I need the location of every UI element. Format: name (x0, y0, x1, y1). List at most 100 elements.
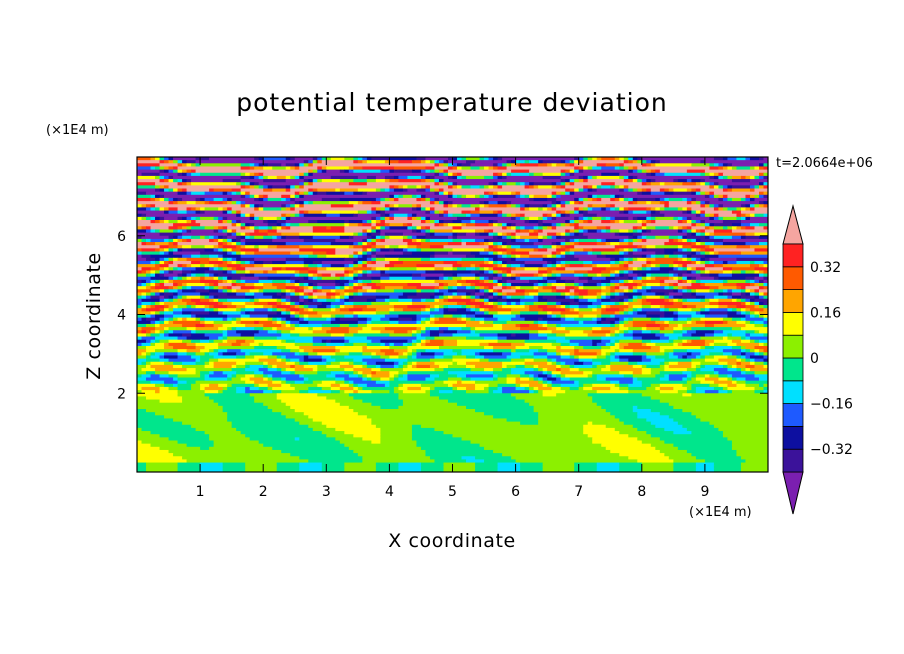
heatmap-cell (321, 323, 341, 328)
heatmap-cell (727, 185, 733, 190)
heatmap-cell (407, 213, 413, 218)
heatmap-cell (682, 383, 692, 388)
heatmap-cell (137, 386, 143, 391)
heatmap-cell (668, 308, 679, 312)
heatmap-cell (137, 251, 143, 256)
heatmap-cell (722, 434, 768, 438)
heatmap-cell (457, 352, 463, 357)
heatmap-cell (245, 311, 251, 316)
heatmap-cell (497, 301, 503, 306)
heatmap-cell (691, 386, 697, 391)
heatmap-cell (592, 308, 598, 312)
heatmap-cell (709, 298, 720, 303)
heatmap-cell (164, 220, 170, 224)
heatmap-cell (389, 380, 436, 385)
heatmap-cell (420, 333, 431, 338)
heatmap-cell (749, 204, 756, 208)
heatmap-cell (146, 396, 183, 401)
heatmap-cell (745, 286, 760, 290)
heatmap-cell (137, 446, 161, 451)
heatmap-cell (511, 257, 517, 262)
heatmap-cell (209, 254, 219, 259)
heatmap-cell (267, 194, 282, 199)
heatmap-cell (574, 223, 580, 227)
heatmap-cell (583, 229, 589, 234)
heatmap-cell (493, 273, 499, 278)
heatmap-cell (200, 197, 206, 202)
heatmap-cell (623, 251, 629, 256)
heatmap-cell (303, 194, 390, 199)
heatmap-cell (281, 355, 287, 360)
heatmap-cell (659, 201, 665, 205)
heatmap-cell (195, 342, 219, 347)
heatmap-cell (299, 286, 305, 290)
heatmap-cell (236, 210, 242, 215)
heatmap-cell (285, 216, 291, 221)
heatmap-cell (605, 377, 634, 382)
heatmap-cell (632, 197, 638, 202)
heatmap-cell (308, 191, 314, 196)
heatmap-cell (713, 380, 733, 385)
heatmap-cell (290, 251, 314, 256)
heatmap-cell (240, 172, 246, 177)
heatmap-cell (137, 179, 161, 183)
heatmap-cell (538, 232, 548, 237)
heatmap-cell (236, 364, 246, 369)
heatmap-cell (339, 390, 345, 394)
heatmap-cell (240, 349, 282, 353)
heatmap-cell (164, 295, 170, 300)
heatmap-cell (763, 157, 768, 161)
heatmap-cell (457, 157, 463, 161)
heatmap-cell (619, 301, 625, 306)
heatmap-cell (524, 260, 548, 265)
heatmap-cell (141, 283, 147, 287)
heatmap-cell (592, 264, 598, 268)
heatmap-cell (267, 374, 273, 379)
heatmap-cell (497, 273, 503, 278)
heatmap-cell (583, 427, 616, 432)
heatmap-cell (713, 368, 729, 372)
heatmap-cell (254, 229, 260, 234)
heatmap-cell (285, 267, 309, 271)
heatmap-cell (200, 216, 215, 221)
heatmap-cell (425, 216, 431, 221)
heatmap-cell (668, 188, 674, 193)
heatmap-cell (231, 201, 237, 205)
heatmap-cell (484, 175, 494, 180)
heatmap-cell (610, 204, 616, 208)
heatmap-cell (655, 342, 674, 347)
heatmap-cell (236, 371, 255, 375)
heatmap-cell (137, 412, 156, 416)
heatmap-cell (209, 336, 219, 341)
heatmap-cell (209, 434, 246, 438)
heatmap-cell (434, 320, 467, 325)
heatmap-cell (452, 333, 481, 338)
heatmap-cell (650, 267, 661, 271)
heatmap-cell (506, 213, 512, 218)
heatmap-cell (344, 380, 350, 385)
heatmap-cell (682, 301, 710, 306)
heatmap-cell (601, 317, 607, 322)
heatmap-cell (763, 163, 768, 168)
heatmap-cell (443, 182, 449, 186)
heatmap-cell (321, 386, 332, 391)
heatmap-cell (749, 355, 765, 360)
heatmap-cell (637, 197, 656, 202)
heatmap-cell (601, 405, 634, 410)
heatmap-cell (398, 355, 409, 360)
heatmap-cell (150, 431, 206, 435)
heatmap-cell (371, 216, 377, 221)
heatmap-cell (677, 264, 683, 268)
heatmap-cell (565, 292, 571, 297)
heatmap-cell (438, 220, 445, 224)
heatmap-cell (740, 358, 747, 363)
heatmap-cell (452, 355, 467, 360)
heatmap-cell (227, 418, 296, 423)
heatmap-cell (218, 254, 224, 259)
heatmap-cell (227, 317, 233, 322)
heatmap-cell (533, 185, 539, 190)
heatmap-cell (137, 443, 152, 448)
heatmap-cell (182, 289, 197, 294)
heatmap-cell (506, 232, 512, 237)
heatmap-cell (254, 235, 264, 240)
